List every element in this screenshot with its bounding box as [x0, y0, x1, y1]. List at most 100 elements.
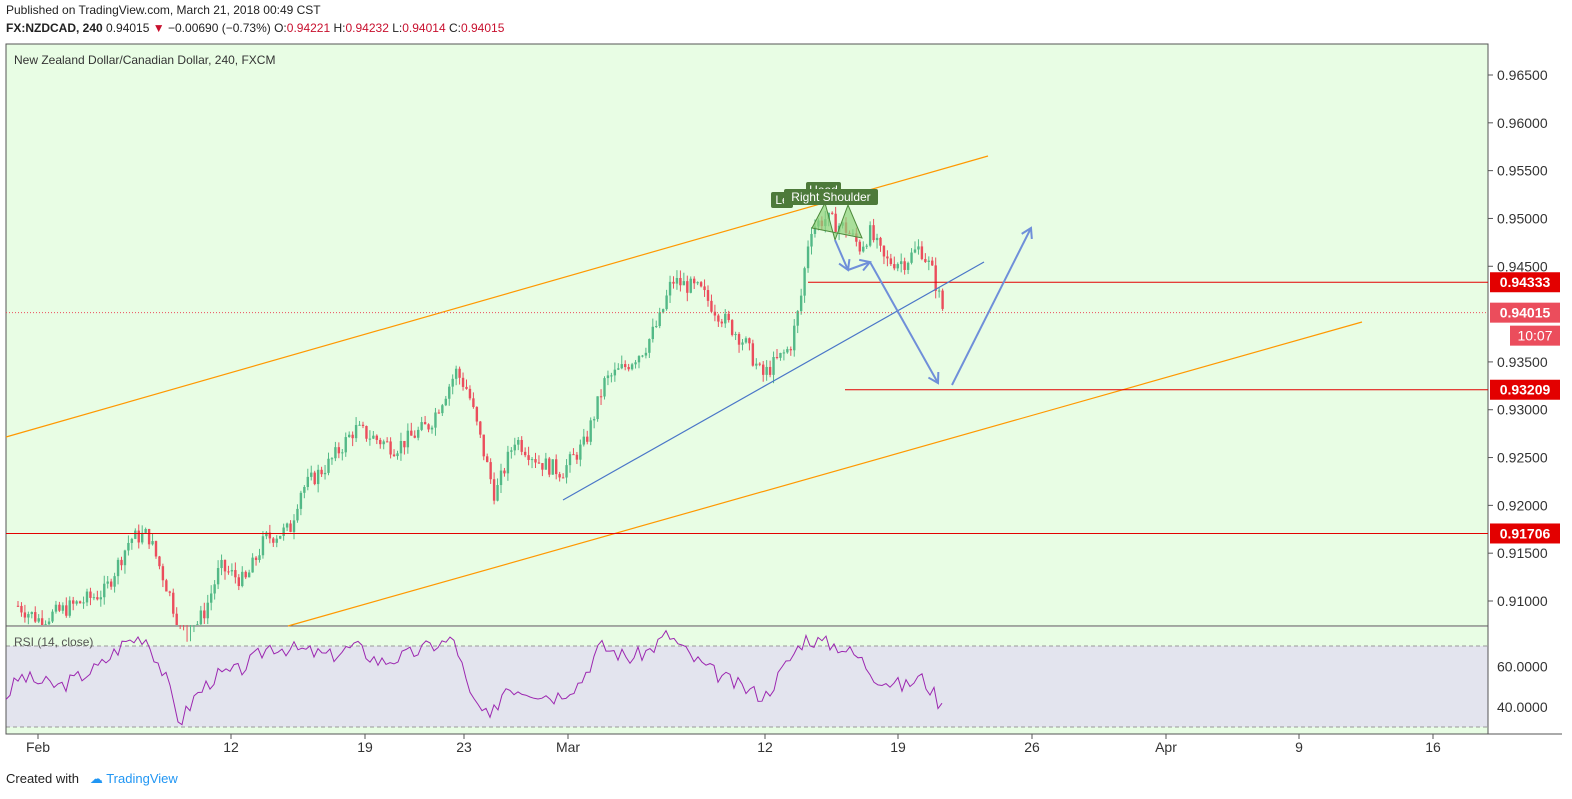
close-label: C:: [448, 21, 461, 35]
candle-body: [34, 612, 37, 622]
candle-body: [541, 463, 544, 470]
candle-body: [527, 455, 530, 460]
candle-body: [216, 568, 220, 585]
candle-body: [16, 605, 20, 607]
candle-body: [368, 438, 372, 440]
candle-body: [313, 472, 316, 485]
price-label-bg: [1490, 302, 1560, 323]
y-tick-label: 0.96000: [1497, 115, 1548, 131]
candle-body: [513, 444, 516, 451]
candle-body: [120, 559, 123, 566]
high-value: 0.94232: [345, 21, 389, 35]
candle-body: [344, 437, 347, 453]
candle-body: [486, 456, 489, 463]
price-label: 0.93209: [1500, 382, 1551, 398]
candle-body: [651, 326, 654, 340]
tradingview-brand[interactable]: TradingView: [106, 771, 178, 786]
price-label-bg: [1490, 379, 1560, 400]
candle-body: [85, 591, 89, 603]
y-tick-label: 0.93000: [1497, 402, 1548, 418]
down-arrow-icon: ▼: [152, 21, 165, 35]
x-tick-label: 23: [456, 739, 472, 755]
candle-body: [751, 343, 755, 366]
candle-body: [244, 571, 247, 578]
x-tick-label: 12: [757, 739, 773, 755]
x-tick-label: 12: [223, 739, 239, 755]
y-tick-label: 0.95000: [1497, 210, 1548, 226]
candle-body: [261, 536, 265, 556]
candle-body: [806, 246, 810, 269]
candle-body: [434, 412, 437, 428]
candle-body: [99, 597, 102, 600]
candle-body: [924, 259, 927, 262]
candle-body: [334, 447, 337, 459]
candle-body: [534, 459, 537, 463]
candle-body: [765, 366, 768, 375]
candle-body: [634, 362, 637, 365]
low-value: 0.94014: [402, 21, 446, 35]
arrow-target-down: [869, 261, 939, 384]
candle-body: [920, 246, 924, 260]
candle-body: [627, 367, 630, 370]
candle-body: [665, 295, 668, 310]
candle-body: [220, 559, 223, 569]
candle-body: [882, 245, 886, 257]
candle-body: [37, 618, 40, 622]
candle-body: [320, 469, 323, 475]
candle-body: [154, 541, 158, 557]
symbol: FX:NZDCAD, 240: [6, 21, 103, 35]
published-line: Published on TradingView.com, March 21, …: [6, 3, 321, 17]
candle-body: [772, 357, 775, 375]
candle-body: [303, 486, 306, 493]
candle-body: [661, 309, 665, 313]
x-tick-label: Apr: [1155, 739, 1177, 755]
candle-body: [730, 320, 734, 335]
candle-body: [461, 377, 465, 387]
candle-body: [451, 378, 454, 387]
candle-body: [644, 352, 648, 356]
candle-body: [727, 313, 730, 321]
candle-body: [637, 356, 641, 363]
candle-body: [109, 581, 113, 587]
candle-body: [668, 281, 672, 296]
candle-body: [903, 261, 906, 270]
candle-body: [375, 435, 378, 440]
candle-body: [134, 530, 137, 539]
footer: Created with ☁ TradingView: [6, 771, 178, 787]
candle-body: [606, 375, 610, 379]
candle-body: [40, 618, 44, 625]
x-tick-label: Feb: [26, 739, 50, 755]
candle-body: [285, 523, 289, 528]
candle-body: [223, 559, 227, 572]
candle-body: [365, 425, 368, 439]
candle-body: [679, 277, 682, 286]
candle-body: [672, 281, 675, 284]
candle-body: [458, 368, 461, 378]
candle-body: [410, 430, 413, 436]
candle-body: [813, 226, 817, 234]
candle-body: [717, 315, 720, 322]
candle-body: [592, 419, 596, 421]
candle-body: [610, 375, 613, 377]
candle-body: [624, 364, 627, 368]
candle-body: [603, 378, 606, 397]
candle-body: [720, 321, 723, 324]
candle-body: [58, 604, 61, 611]
pattern-label-bg: [784, 189, 878, 205]
candle-body: [831, 212, 834, 214]
candle-body: [520, 439, 523, 452]
arrow-rebound-up: [951, 227, 1032, 386]
candle-body: [931, 260, 934, 266]
candle-body: [206, 602, 209, 619]
candle-body: [900, 261, 903, 265]
candle-body: [620, 364, 623, 369]
candle-body: [789, 349, 792, 351]
candle-body: [254, 557, 258, 561]
open-label: O:: [274, 21, 287, 35]
candle-body: [499, 470, 503, 486]
candle-body: [237, 577, 240, 587]
candle-body: [20, 605, 23, 613]
candle-body: [327, 458, 330, 473]
candle-body: [510, 450, 513, 452]
